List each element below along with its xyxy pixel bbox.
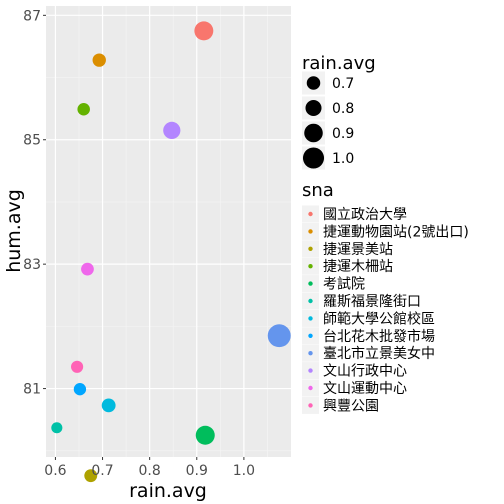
color-legend-label: 考試院: [323, 277, 365, 293]
data-point: [81, 262, 94, 276]
size-legend-symbol: [304, 123, 323, 143]
x-tick-label: 0.8: [139, 463, 161, 479]
data-point: [92, 53, 106, 67]
size-legend: rain.avg 0.7 0.8 0.9 1.0: [302, 53, 376, 170]
color-legend-label: 羅斯福景隆街口: [323, 294, 421, 310]
size-legend-label: 0.8: [332, 101, 354, 117]
color-legend-label: 文山行政中心: [323, 364, 407, 380]
color-legend-label: 師範大學公館校區: [323, 310, 435, 327]
y-axis-title: hum.avg: [3, 189, 25, 273]
y-tick-label: 83: [23, 257, 41, 273]
color-legend-symbol: [308, 246, 313, 251]
color-legend-label: 捷運景美站: [323, 242, 393, 258]
panel-background: [46, 6, 291, 457]
color-legend-symbol: [308, 316, 313, 321]
data-point: [71, 360, 84, 373]
color-legend-symbol: [308, 211, 313, 217]
size-legend-title: rain.avg: [302, 53, 376, 74]
y-tick-label: 85: [23, 133, 41, 149]
color-legend-label: 臺北市立景美女中: [323, 345, 435, 362]
color-legend-symbol: [308, 333, 313, 338]
size-legend-symbol: [306, 76, 321, 90]
y-axis-ticks: 81 83 85 87: [23, 8, 46, 398]
x-tick-label: 0.7: [91, 463, 113, 479]
size-legend-symbol: [305, 99, 322, 117]
color-legend-label: 文山運動中心: [323, 381, 407, 397]
data-points: [51, 21, 291, 483]
data-point: [163, 121, 181, 140]
x-axis-title: rain.avg: [129, 480, 207, 502]
color-legend-symbol: [308, 281, 313, 286]
color-legend-label: 國立政治大學: [323, 207, 407, 223]
data-point: [101, 398, 116, 413]
data-point: [51, 422, 63, 434]
data-point: [84, 469, 98, 483]
data-point: [195, 425, 215, 445]
size-legend-label: 0.9: [332, 126, 354, 142]
size-legend-entries: 0.7 0.8 0.9 1.0: [302, 71, 354, 170]
color-legend-symbol: [308, 298, 313, 304]
data-point: [73, 383, 87, 396]
x-tick-label: 1.0: [233, 463, 255, 479]
data-point: [194, 21, 214, 41]
y-tick-label: 87: [23, 8, 41, 24]
color-legend-symbol: [308, 264, 313, 269]
data-point: [267, 324, 291, 348]
color-legend-label: 興豐公園: [323, 398, 379, 414]
color-legend-symbol: [308, 368, 313, 373]
color-legend-label: 捷運動物園站(2號出口): [323, 224, 469, 240]
x-tick-label: 0.6: [44, 463, 66, 479]
size-legend-label: 1.0: [332, 151, 354, 167]
data-point: [77, 103, 90, 116]
x-axis-ticks: 0.6 0.7 0.8 0.9 1.0: [44, 457, 255, 479]
color-legend-symbol: [308, 229, 313, 234]
x-tick-label: 0.9: [186, 463, 208, 479]
color-legend-symbol: [308, 351, 313, 356]
size-legend-label: 0.7: [332, 76, 354, 92]
color-legend-symbol: [308, 403, 313, 408]
color-legend-title: sna: [302, 180, 334, 201]
y-tick-label: 81: [23, 382, 41, 398]
color-legend-label: 台北花木批發市場: [323, 328, 435, 345]
color-legend-label: 捷運木柵站: [323, 259, 393, 275]
color-legend-symbol: [308, 385, 313, 391]
grid-minor: [46, 6, 291, 457]
size-legend-symbol: [302, 147, 325, 169]
